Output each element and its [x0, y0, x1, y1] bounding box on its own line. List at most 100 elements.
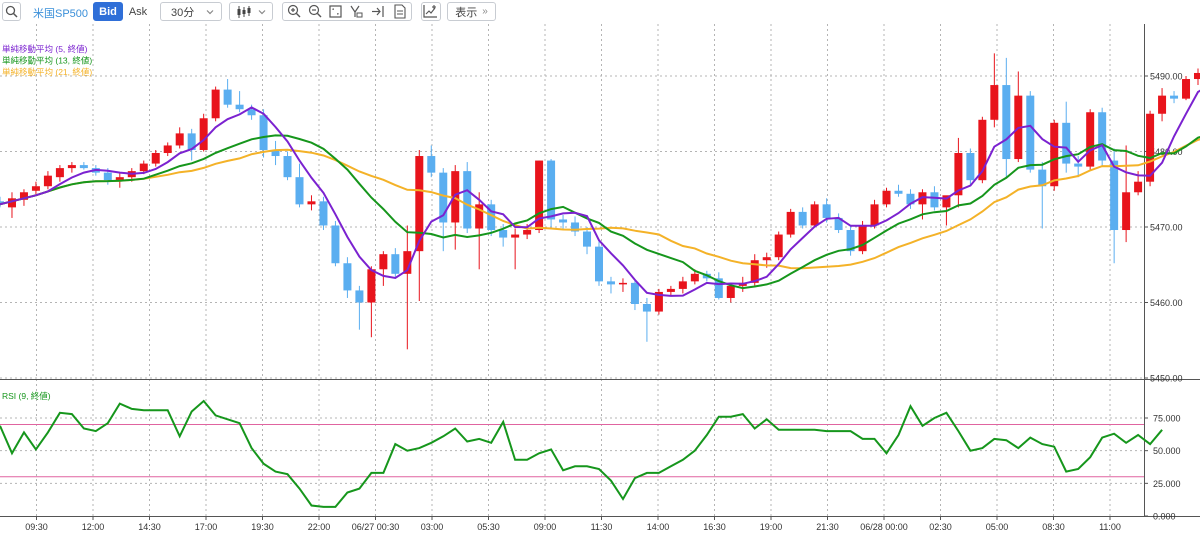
rsi-tick-label: 75.000: [1153, 414, 1181, 424]
cursor-tool-icon[interactable]: [350, 5, 363, 18]
candle-up: [690, 273, 699, 282]
add-indicator-button[interactable]: [421, 2, 441, 21]
candle-down: [642, 304, 651, 312]
candle-up: [1146, 113, 1155, 182]
candle-up: [43, 175, 52, 187]
candle-up: [1158, 95, 1167, 114]
candle-down: [103, 172, 112, 181]
candle-down: [846, 230, 855, 252]
candle-up: [654, 291, 663, 312]
candle-up: [678, 281, 687, 289]
rsi-tick-label: 0.000: [1153, 512, 1176, 522]
x-tick-label: 19:30: [251, 522, 274, 532]
candle-down: [391, 254, 400, 274]
candle-up: [726, 285, 735, 298]
y-tick-label: 5460.00: [1150, 298, 1183, 308]
candle-down: [1026, 95, 1035, 170]
display-menu-button[interactable]: 表示 »: [447, 2, 496, 21]
candle-up: [870, 204, 879, 226]
ask-button[interactable]: Ask: [124, 2, 152, 21]
candle-down: [1110, 160, 1119, 231]
candle-up: [942, 195, 951, 208]
candle-down: [259, 115, 268, 150]
candle-up: [954, 153, 963, 196]
symbol-name[interactable]: 米国SP500: [33, 8, 89, 20]
candle-up: [151, 153, 160, 164]
legend-sma-0: 単純移動平均 (5, 終値): [2, 44, 88, 54]
candle-up: [175, 133, 184, 146]
ask-label: Ask: [128, 5, 148, 18]
x-tick-label: 05:30: [477, 522, 500, 532]
bid-button[interactable]: Bid: [93, 2, 123, 21]
x-tick-label: 06/28 00:00: [860, 522, 908, 532]
chart-area[interactable]: 5490.00 5480.00 5470.00 5460.00 5450.00 75.00…: [0, 24, 1200, 541]
interval-select[interactable]: 30分: [160, 2, 222, 21]
candle-up: [1182, 79, 1191, 99]
candle-up: [1134, 181, 1143, 193]
x-tick-label: 17:00: [195, 522, 218, 532]
candle-up: [978, 119, 987, 181]
chevron-down-icon: [258, 10, 266, 15]
candle-down: [463, 171, 472, 229]
chart-tools-group: [282, 2, 412, 21]
candle-down: [187, 133, 196, 150]
zoom-in-icon[interactable]: [287, 4, 301, 18]
candle-up: [523, 230, 532, 235]
candle-down: [822, 204, 831, 218]
rsi-tick-label: 50.000: [1153, 446, 1181, 456]
candle-down: [343, 263, 352, 291]
search-button[interactable]: [2, 2, 21, 21]
candle-down: [283, 156, 292, 178]
rsi-line: [0, 399, 1163, 508]
candle-down: [606, 281, 615, 285]
x-tick-label: 09:00: [534, 522, 557, 532]
candle-down: [966, 153, 975, 181]
candle-up: [1086, 112, 1095, 167]
candle-down: [355, 290, 364, 303]
x-tick-label: 16:30: [703, 522, 726, 532]
fit-screen-icon[interactable]: [329, 5, 342, 18]
jump-to-latest-icon[interactable]: [372, 6, 384, 17]
x-tick-label: 06/27 00:30: [352, 522, 400, 532]
legend-sma-2: 単純移動平均 (21, 終値): [2, 67, 92, 77]
y-tick-label: 5470.00: [1150, 223, 1183, 233]
zoom-out-icon[interactable]: [308, 4, 322, 18]
candle-up: [67, 165, 76, 169]
candle-up: [1122, 192, 1131, 231]
toolbar: 米国SP500 Bid Ask 30分: [0, 0, 1200, 24]
interval-value: 30分: [171, 6, 195, 19]
candle-down: [1062, 122, 1071, 164]
rsi-tick-label: 25.000: [1153, 479, 1181, 489]
candle-up: [990, 85, 999, 120]
legend-rsi: RSI (9, 終値): [2, 391, 51, 401]
x-tick-label: 11:00: [1099, 522, 1121, 532]
price-chart[interactable]: 5490.005480.005470.005460.005450.0075.00…: [0, 24, 1200, 541]
candle-up: [1050, 122, 1059, 187]
x-tick-label: 19:00: [760, 522, 783, 532]
candle-up: [19, 192, 28, 200]
search-icon: [5, 5, 18, 18]
document-icon[interactable]: [394, 4, 406, 19]
candle-down: [1002, 85, 1011, 160]
chart-type-select[interactable]: [229, 2, 273, 21]
candle-down: [1098, 112, 1107, 161]
x-tick-label: 14:30: [138, 522, 161, 532]
candle-down: [547, 160, 556, 220]
candle-down: [583, 231, 592, 247]
candle-up: [810, 204, 819, 226]
candle-down: [223, 89, 232, 105]
candle-down: [295, 177, 304, 205]
candle-up: [918, 192, 927, 205]
candle-up: [55, 168, 64, 178]
candle-up: [403, 251, 412, 274]
x-tick-label: 02:30: [929, 522, 952, 532]
candle-up: [786, 211, 795, 235]
candle-down: [319, 201, 328, 226]
candle-up: [415, 156, 424, 252]
candle-up: [31, 186, 40, 191]
candle-down: [894, 190, 903, 194]
candle-up: [211, 89, 220, 119]
candle-down: [499, 230, 508, 238]
bid-label: Bid: [99, 5, 117, 18]
candle-down: [630, 282, 639, 305]
